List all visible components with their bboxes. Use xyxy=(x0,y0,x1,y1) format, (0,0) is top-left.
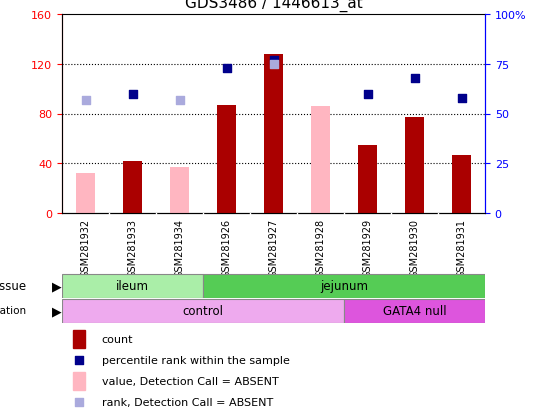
Text: count: count xyxy=(102,334,133,344)
Text: ileum: ileum xyxy=(116,279,149,292)
Text: jejunum: jejunum xyxy=(320,279,368,292)
Text: ▶: ▶ xyxy=(52,304,62,317)
Text: GSM281931: GSM281931 xyxy=(456,218,467,277)
Text: ▶: ▶ xyxy=(52,279,62,292)
Bar xyxy=(264,55,283,214)
Bar xyxy=(62,299,344,323)
Point xyxy=(363,91,372,98)
Point xyxy=(457,95,466,102)
Point xyxy=(269,57,278,64)
Bar xyxy=(405,118,424,214)
Bar xyxy=(311,107,330,214)
Text: GSM281932: GSM281932 xyxy=(80,218,91,277)
Text: GSM281926: GSM281926 xyxy=(221,218,232,277)
Bar xyxy=(123,161,142,214)
Point xyxy=(175,97,184,104)
Bar xyxy=(217,106,236,214)
Text: value, Detection Call = ABSENT: value, Detection Call = ABSENT xyxy=(102,376,278,386)
Point xyxy=(410,75,419,82)
Bar xyxy=(452,155,471,214)
Text: percentile rank within the sample: percentile rank within the sample xyxy=(102,355,289,365)
Title: GDS3486 / 1446613_at: GDS3486 / 1446613_at xyxy=(185,0,362,12)
Text: genotype/variation: genotype/variation xyxy=(0,306,27,316)
Text: GATA4 null: GATA4 null xyxy=(383,304,447,317)
Point xyxy=(128,91,137,98)
Bar xyxy=(73,373,85,390)
Text: GSM281927: GSM281927 xyxy=(268,218,279,278)
Point xyxy=(269,61,278,68)
Bar xyxy=(344,299,485,323)
Bar xyxy=(62,274,203,298)
Point xyxy=(75,357,83,363)
Bar xyxy=(358,145,377,214)
Bar xyxy=(170,168,189,214)
Point xyxy=(75,399,83,406)
Text: GSM281933: GSM281933 xyxy=(127,218,138,277)
Text: control: control xyxy=(183,304,224,317)
Text: GSM281929: GSM281929 xyxy=(362,218,373,277)
Point xyxy=(222,65,231,72)
Bar xyxy=(203,274,485,298)
Bar xyxy=(73,330,85,348)
Bar xyxy=(76,174,95,214)
Text: GSM281930: GSM281930 xyxy=(409,218,420,277)
Text: rank, Detection Call = ABSENT: rank, Detection Call = ABSENT xyxy=(102,397,273,407)
Point xyxy=(81,97,90,104)
Text: GSM281928: GSM281928 xyxy=(315,218,326,277)
Text: tissue: tissue xyxy=(0,279,27,292)
Text: GSM281934: GSM281934 xyxy=(174,218,185,277)
